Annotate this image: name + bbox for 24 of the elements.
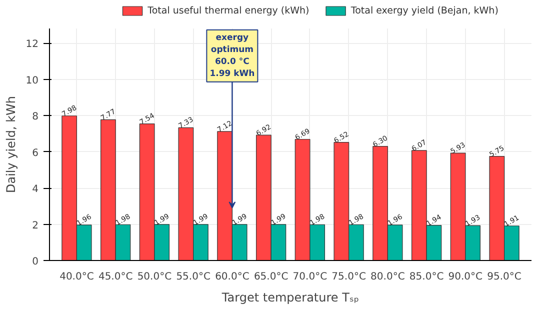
x-tick-label: 90.0°C <box>448 272 483 282</box>
y-tick-label: 12 <box>26 39 39 50</box>
x-tick-label: 55.0°C <box>176 272 210 282</box>
y-tick-label: 2 <box>32 220 39 232</box>
x-tick-label: 50.0°C <box>137 272 172 282</box>
x-axis-title: Target temperature Tₛₚ <box>220 290 360 304</box>
x-tick-label: 40.0°C <box>60 272 94 282</box>
y-tick-label: 8 <box>32 112 39 122</box>
annotation: exergy optimum 60.0 °C 1.99 kWh <box>210 32 255 79</box>
y-tick-label: 4 <box>32 184 39 195</box>
y-tick-label: 6 <box>32 148 39 159</box>
x-tick-label: 85.0°C <box>409 272 444 282</box>
x-tick-label: 80.0°C <box>370 272 405 282</box>
y-tick-label: 0 <box>32 256 39 268</box>
x-tick-label: 70.0°C <box>292 272 328 282</box>
x-tick-label: 95.0°C <box>487 272 522 282</box>
x-tick-label: 60.0°C <box>215 272 250 282</box>
y-tick-label: 10 <box>26 75 39 86</box>
y-axis-title: Daily yield, kWh <box>4 96 18 193</box>
legend-label: Total exergy yield (Bejan, kWh) <box>350 6 498 16</box>
x-tick-label: 45.0°C <box>98 272 133 282</box>
legend-label: Total useful thermal energy (kWh) <box>146 6 310 16</box>
x-tick-label: 65.0°C <box>254 272 288 282</box>
x-tick-label: 75.0°C <box>332 272 366 282</box>
